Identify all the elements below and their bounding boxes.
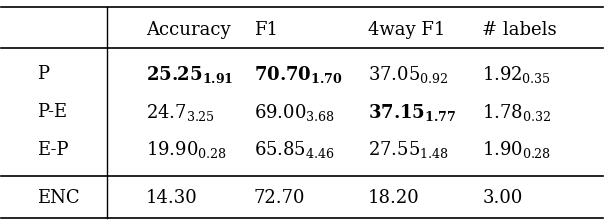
Text: 37.15$_{\mathregular{1.77}}$: 37.15$_{\mathregular{1.77}}$ [368,101,456,123]
Text: 3.00: 3.00 [483,189,522,207]
Text: 14.30: 14.30 [146,189,198,207]
Text: 65.85$_{\mathregular{4.46}}$: 65.85$_{\mathregular{4.46}}$ [254,139,334,160]
Text: 69.00$_{\mathregular{3.68}}$: 69.00$_{\mathregular{3.68}}$ [254,101,335,123]
Text: 25.25$_{\mathregular{1.91}}$: 25.25$_{\mathregular{1.91}}$ [146,64,233,85]
Text: # labels: # labels [483,21,557,39]
Text: 37.05$_{\mathregular{0.92}}$: 37.05$_{\mathregular{0.92}}$ [368,64,449,85]
Text: 27.55$_{\mathregular{1.48}}$: 27.55$_{\mathregular{1.48}}$ [368,139,449,160]
Text: 1.90$_{\mathregular{0.28}}$: 1.90$_{\mathregular{0.28}}$ [483,139,551,160]
Text: P-E: P-E [37,103,68,121]
Text: 70.70$_{\mathregular{1.70}}$: 70.70$_{\mathregular{1.70}}$ [254,64,342,85]
Text: ENC: ENC [37,189,80,207]
Text: E-P: E-P [37,141,69,159]
Text: 18.20: 18.20 [368,189,420,207]
Text: 24.7$_{\mathregular{3.25}}$: 24.7$_{\mathregular{3.25}}$ [146,101,215,123]
Text: 1.92$_{\mathregular{0.35}}$: 1.92$_{\mathregular{0.35}}$ [483,64,551,85]
Text: 19.90$_{\mathregular{0.28}}$: 19.90$_{\mathregular{0.28}}$ [146,139,226,160]
Text: P: P [37,65,50,83]
Text: F1: F1 [254,21,278,39]
Text: 72.70: 72.70 [254,189,306,207]
Text: Accuracy: Accuracy [146,21,230,39]
Text: 4way F1: 4way F1 [368,21,446,39]
Text: 1.78$_{\mathregular{0.32}}$: 1.78$_{\mathregular{0.32}}$ [483,101,551,123]
